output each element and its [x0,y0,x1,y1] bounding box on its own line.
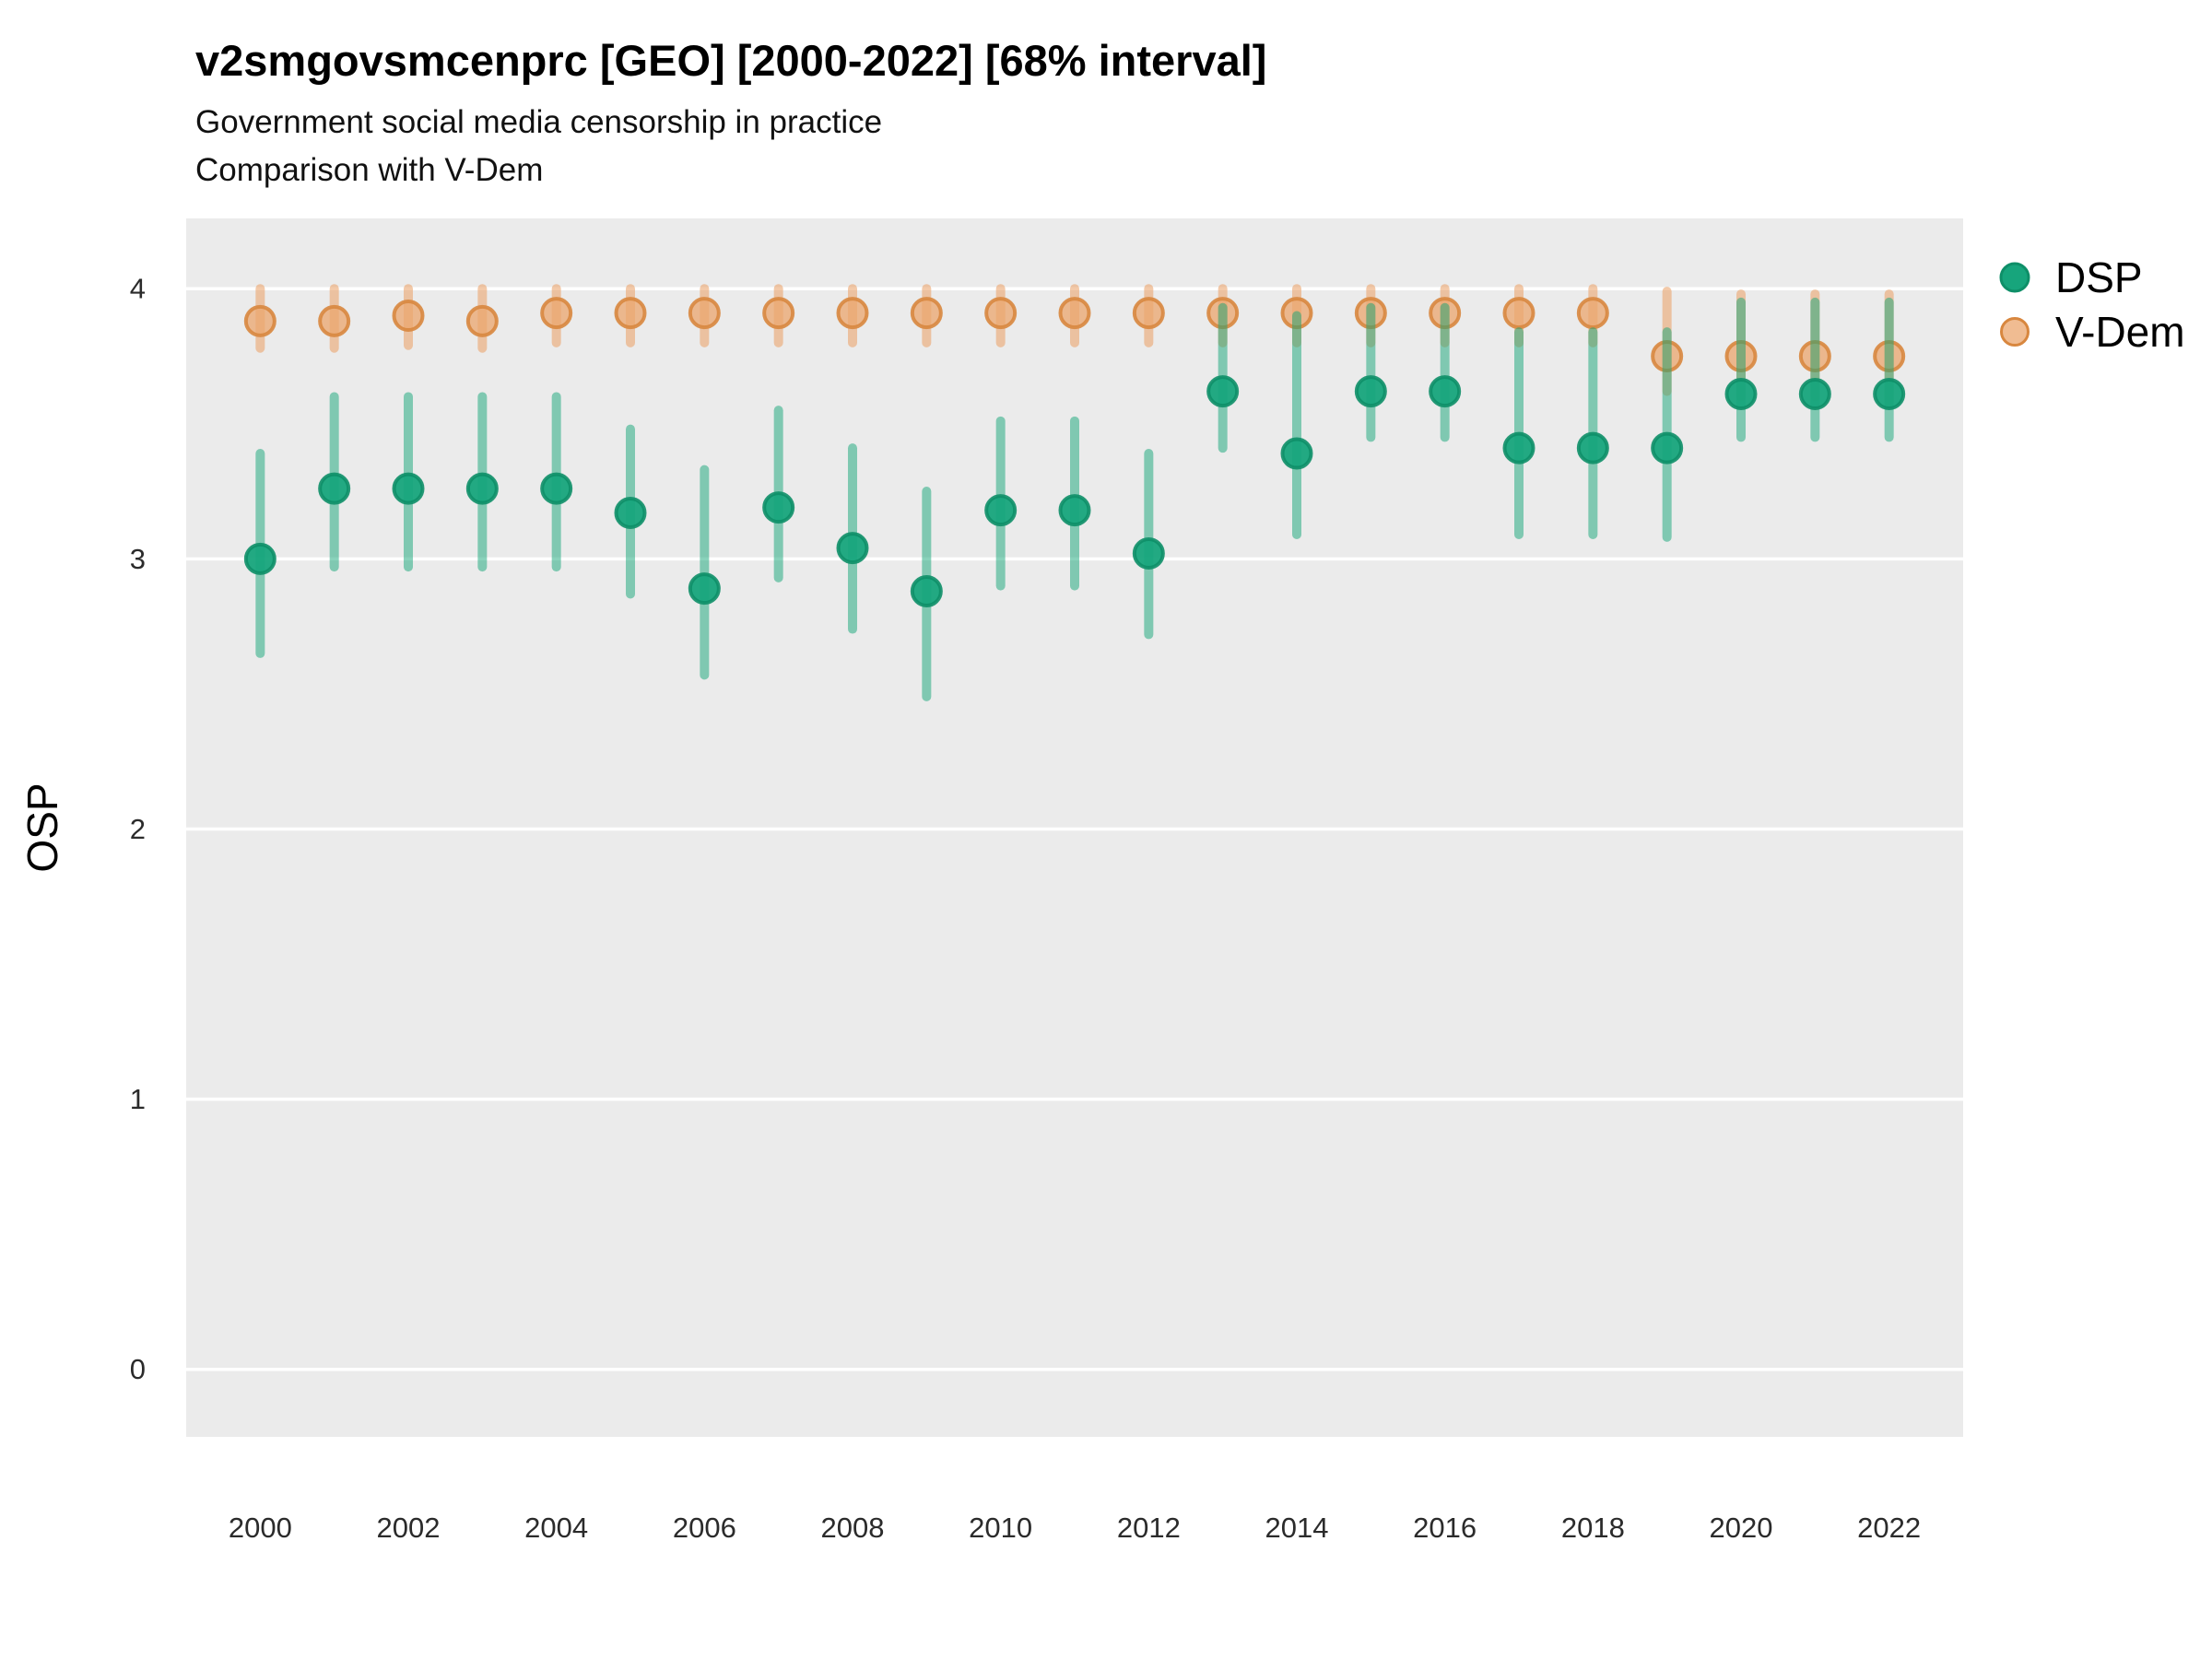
x-tick-label-2004: 2004 [524,1512,588,1544]
vdem-point-2011 [1058,297,1091,330]
x-tick-label-2002: 2002 [377,1512,441,1544]
dsp-point-2019 [1651,431,1684,465]
vdem-point-2002 [392,300,425,333]
dsp-point-2016 [1429,375,1462,408]
legend: DSP V-Dem [1999,253,2185,356]
x-tick-label-2008: 2008 [821,1512,885,1544]
dsp-point-2012 [1132,536,1165,570]
vdem-point-2012 [1132,297,1165,330]
dsp-point-2022 [1873,378,1906,411]
vdem-point-2006 [688,297,721,330]
x-tick-label-2020: 2020 [1710,1512,1773,1544]
dsp-point-2002 [392,472,425,505]
x-tick-label-2022: 2022 [1857,1512,1921,1544]
legend-dsp-swatch-icon [1999,262,2030,293]
dsp-point-2005 [614,497,647,530]
vdem-point-2017 [1502,297,1535,330]
dsp-point-2007 [762,491,795,524]
page-title: v2smgovsmcenprc [GEO] [2000-2022] [68% i… [195,36,1266,85]
vdem-point-2003 [465,304,499,337]
y-tick-label-4: 4 [130,273,146,305]
series-dsp [243,297,1906,701]
dsp-point-2008 [836,532,869,565]
dsp-point-2020 [1724,378,1758,411]
x-tick-label-2014: 2014 [1265,1512,1329,1544]
x-tick-label-2000: 2000 [229,1512,292,1544]
y-tick-label-0: 0 [130,1353,146,1385]
dsp-point-2017 [1502,431,1535,465]
dsp-point-2006 [688,572,721,606]
legend-vdem-label: V-Dem [2055,308,2185,356]
dsp-point-2003 [465,472,499,505]
dsp-point-2015 [1354,375,1387,408]
vdem-point-2010 [984,297,1018,330]
x-tick-label-2012: 2012 [1117,1512,1181,1544]
y-axis-tick-labels: 4 3 2 1 0 [130,273,146,1386]
vdem-point-2008 [836,297,869,330]
dsp-point-2001 [318,472,351,505]
vdem-point-2001 [318,304,351,337]
vdem-point-2018 [1576,297,1609,330]
dsp-point-2011 [1058,494,1091,527]
vdem-point-2005 [614,297,647,330]
x-tick-label-2016: 2016 [1413,1512,1477,1544]
dsp-point-2000 [243,542,276,575]
subtitle-line-1: Government social media censorship in pr… [195,104,882,140]
dsp-point-2021 [1798,378,1831,411]
y-tick-label-3: 3 [130,543,146,575]
y-tick-label-1: 1 [130,1083,146,1115]
dsp-point-2004 [540,472,573,505]
legend-dsp-label: DSP [2055,253,2143,301]
dsp-point-2018 [1576,431,1609,465]
subtitle-line-2: Comparison with V-Dem [195,152,543,188]
vdem-point-2000 [243,304,276,337]
vdem-point-2007 [762,297,795,330]
dsp-point-2010 [984,494,1018,527]
y-axis-title: OSP [18,782,66,872]
x-tick-label-2018: 2018 [1561,1512,1625,1544]
x-axis-tick-labels: 2000 2002 2004 2006 2008 2010 2012 2014 2016 2018… [229,1512,1921,1544]
x-tick-label-2010: 2010 [969,1512,1032,1544]
vdem-point-2004 [540,297,573,330]
y-tick-label-2: 2 [130,813,146,845]
x-tick-label-2006: 2006 [673,1512,736,1544]
legend-vdem-swatch-icon [2000,317,2030,347]
dsp-point-2009 [910,575,943,608]
dsp-point-2013 [1206,375,1240,408]
vdem-point-2009 [910,297,943,330]
dsp-point-2014 [1280,437,1313,470]
